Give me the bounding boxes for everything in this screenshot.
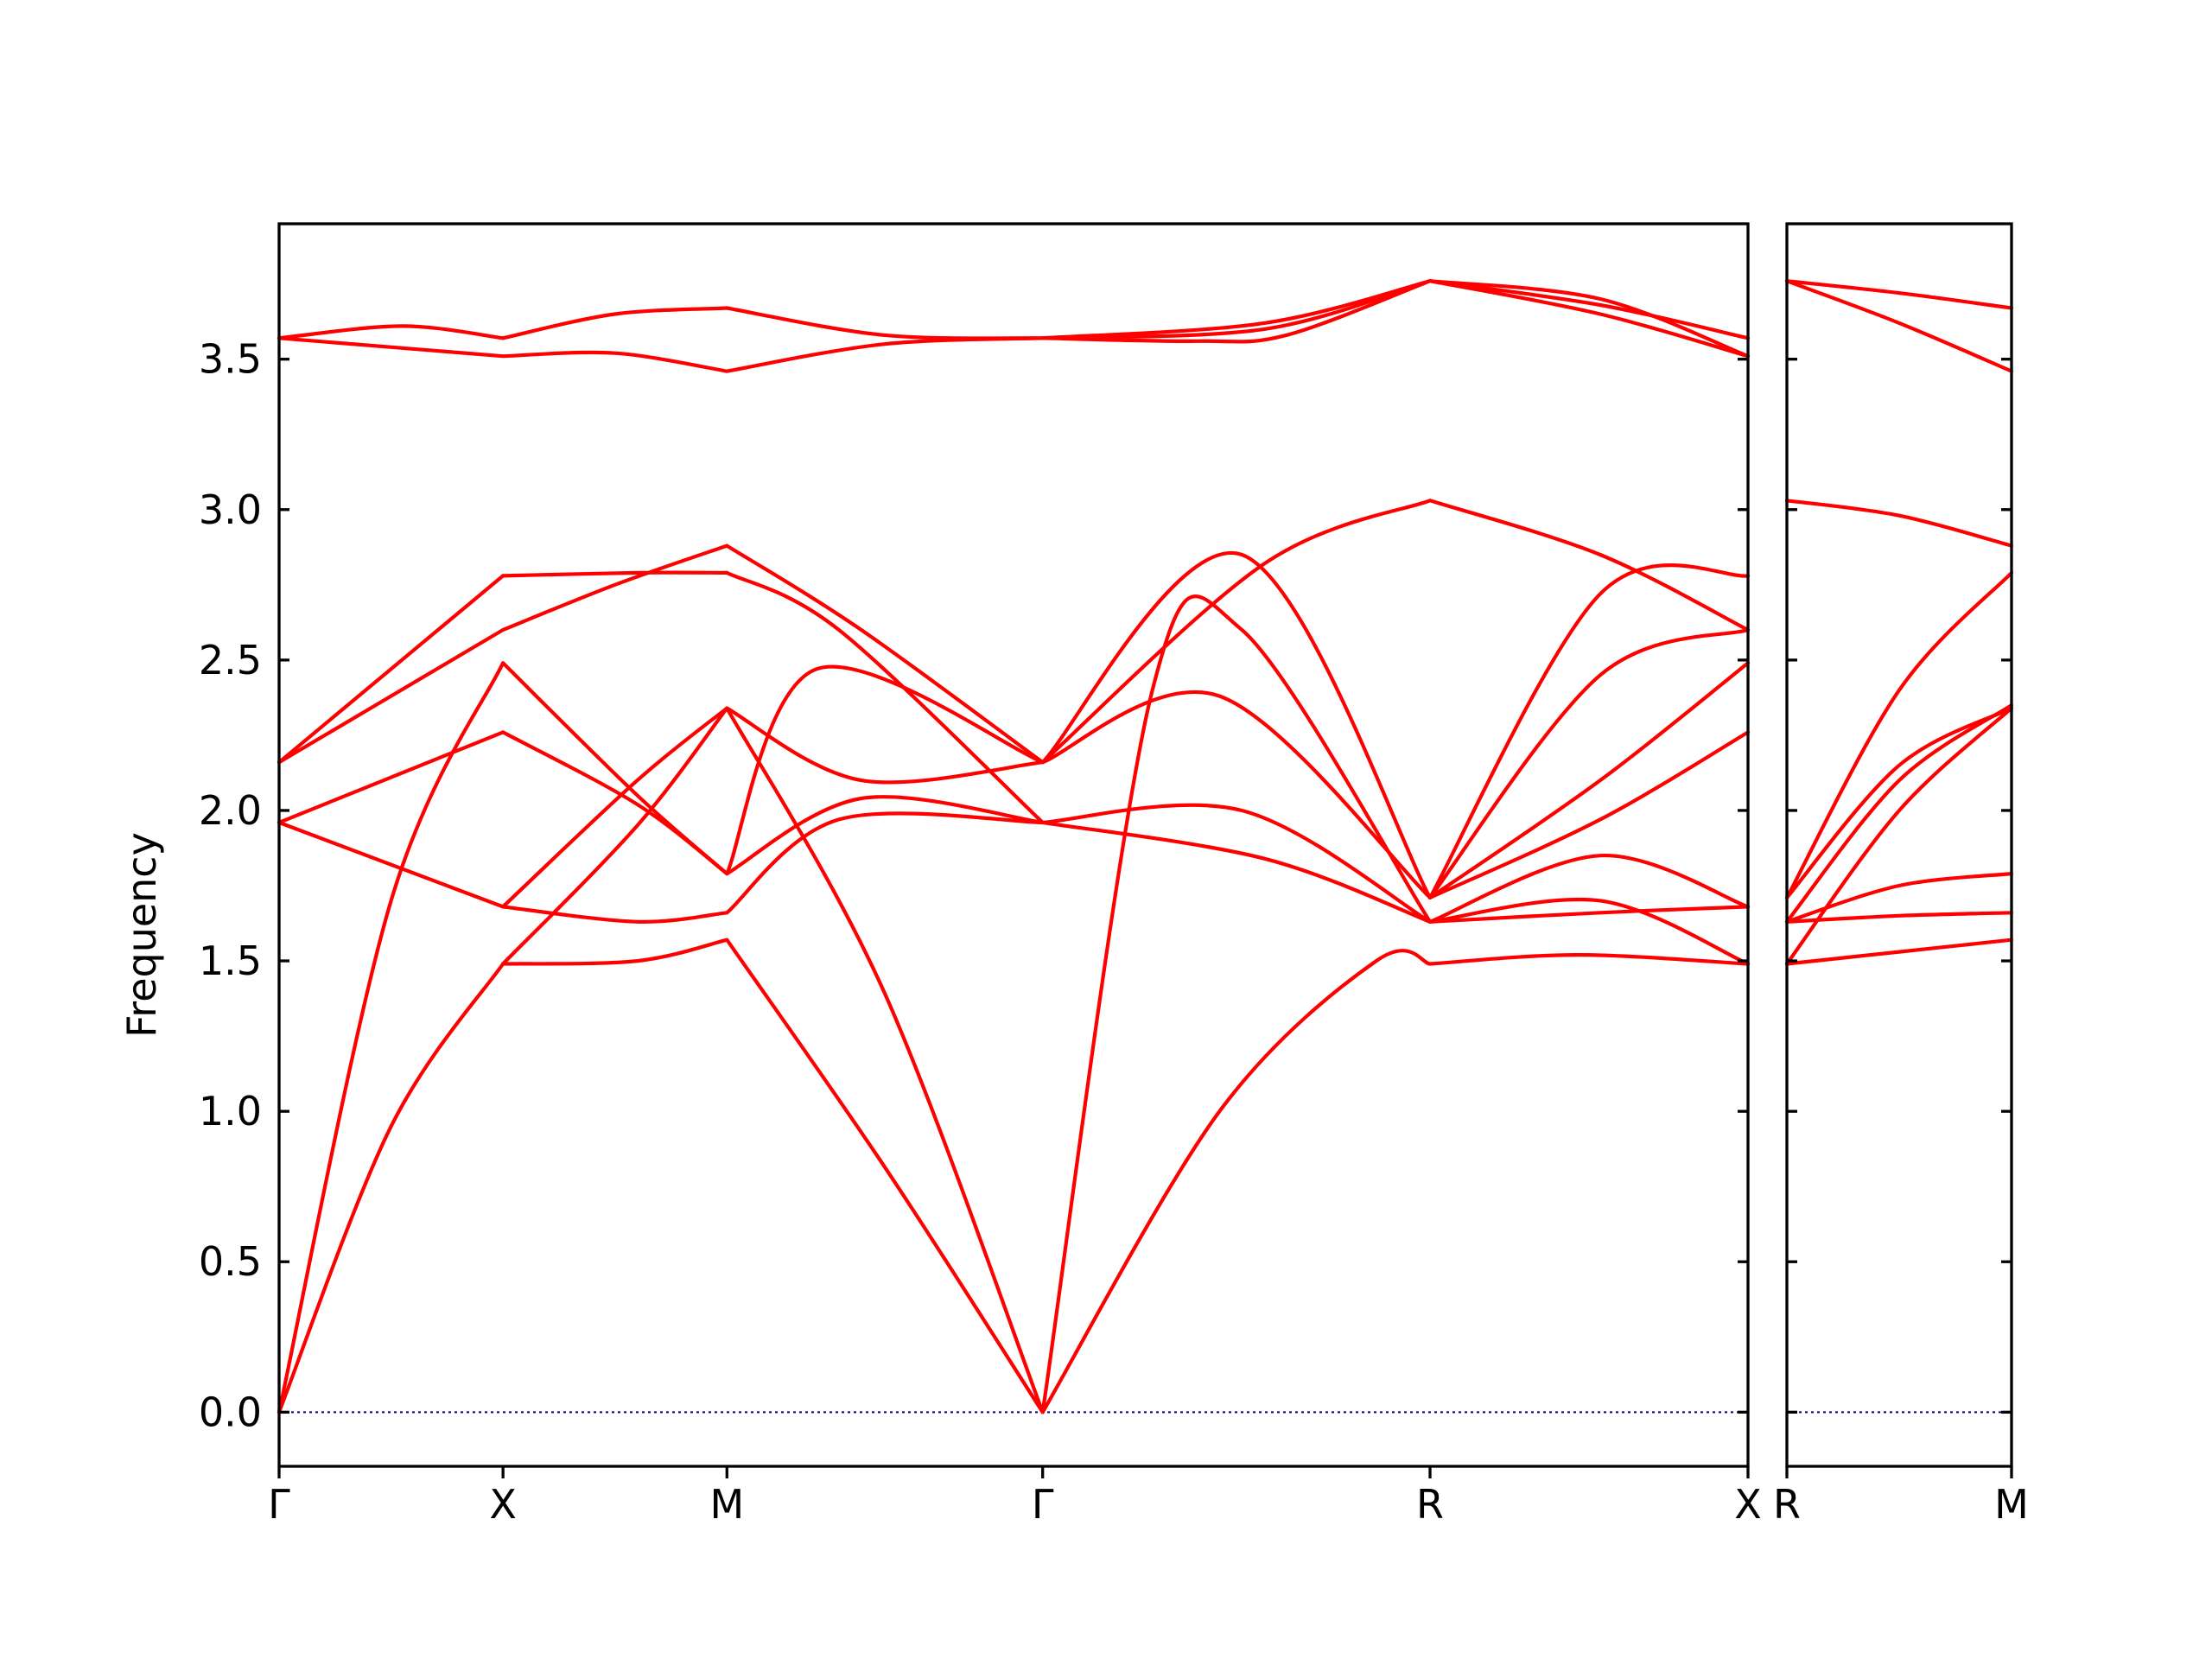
x-tick-label: M	[709, 1481, 744, 1528]
band-line-main-2	[276, 820, 505, 909]
band-line-main-10	[501, 905, 729, 924]
band-line-main-9	[501, 706, 729, 966]
x-tick-label: Γ	[1032, 1481, 1054, 1528]
band-line-right-2	[1784, 872, 2014, 924]
band-line-main-8	[501, 938, 729, 966]
band-line-main-28	[1040, 949, 1433, 1414]
band-line-right-6	[1784, 570, 2014, 899]
y-axis-label: Frequency	[118, 832, 165, 1038]
band-line-main-27	[725, 306, 1045, 340]
x-tick-label: M	[1994, 1481, 2029, 1528]
band-line-right-0	[1784, 938, 2014, 966]
band-line-main-14	[501, 543, 729, 632]
band-line-main-41	[1427, 854, 1751, 924]
band-line-main-29	[1040, 594, 1433, 1414]
y-tick-label: 0.5	[199, 1238, 262, 1285]
y-tick-label: 3.5	[199, 336, 262, 383]
band-line-main-46	[1427, 499, 1751, 632]
band-line-main-23	[725, 706, 1045, 785]
y-tick-label: 1.5	[199, 938, 262, 984]
band-line-main-19	[725, 706, 1045, 1414]
band-line-main-5	[276, 574, 505, 765]
x-tick-label: X	[1734, 1481, 1762, 1528]
band-line-main-0	[276, 962, 505, 1414]
band-line-main-40	[1427, 897, 1751, 966]
band-line-right-3	[1784, 706, 2014, 966]
band-line-main-32	[1040, 690, 1433, 899]
band-line-main-39	[1427, 905, 1751, 924]
band-line-main-21	[725, 795, 1045, 876]
band-line-main-48	[1427, 279, 1751, 359]
band-line-main-16	[501, 350, 729, 373]
band-line-main-35	[1040, 279, 1433, 344]
band-line-main-15	[501, 570, 729, 578]
band-line-right-5	[1784, 706, 2014, 899]
x-tick-label: X	[489, 1481, 517, 1528]
band-line-main-17	[501, 306, 729, 340]
band-line-main-33	[1040, 550, 1433, 899]
axes-frame	[277, 222, 1750, 1468]
band-line-main-20	[725, 811, 1045, 915]
y-tick-label: 0.0	[199, 1389, 262, 1435]
band-line-main-30	[1040, 820, 1433, 924]
main-panel: 0.0 0.5 1.0 1.5 2.0 2.5 3.0 3.5 Γ X M Γ R X	[199, 222, 1762, 1528]
band-line-main-44	[1427, 627, 1751, 899]
y-tick-label: 2.5	[199, 637, 262, 683]
band-line-main-31	[1040, 803, 1433, 924]
band-line-main-43	[1427, 730, 1751, 899]
band-line-main-24	[725, 543, 1045, 765]
y-tick-label: 1.0	[199, 1088, 262, 1135]
band-line-main-18	[725, 938, 1045, 1414]
band-line-main-12	[501, 661, 729, 876]
band-line-main-22	[725, 664, 1045, 876]
axes-frame	[1785, 222, 2013, 1468]
band-line-main-3	[276, 730, 505, 824]
x-tick-label: R	[1416, 1481, 1444, 1528]
y-tick-label: 3.0	[199, 486, 262, 533]
band-line-right-7	[1784, 499, 2014, 548]
band-line-main-49	[1427, 279, 1751, 340]
band-line-right-4	[1784, 703, 2014, 924]
band-line-main-47	[1427, 279, 1751, 359]
band-line-main-13	[501, 730, 729, 876]
band-line-main-34	[1040, 279, 1433, 340]
band-line-main-1	[276, 661, 505, 1414]
band-line-main-25	[725, 570, 1045, 824]
band-line-right-1	[1784, 911, 2014, 924]
band-line-right-8	[1784, 279, 2014, 310]
band-line-main-37	[1040, 499, 1433, 765]
x-tick-label: Γ	[268, 1481, 290, 1528]
band-line-main-42	[1427, 661, 1751, 899]
band-line-right-9	[1784, 279, 2014, 373]
band-line-main-45	[1427, 563, 1751, 899]
x-tick-label: R	[1773, 1481, 1801, 1528]
band-line-main-6	[276, 336, 505, 359]
band-line-main-4	[276, 627, 505, 765]
y-tick-label: 2.0	[199, 787, 262, 834]
band-line-main-38	[1427, 953, 1751, 966]
band-line-main-7	[276, 324, 505, 340]
band-line-main-36	[1040, 279, 1433, 340]
band-line-main-26	[725, 336, 1045, 373]
band-line-main-11	[501, 706, 729, 909]
